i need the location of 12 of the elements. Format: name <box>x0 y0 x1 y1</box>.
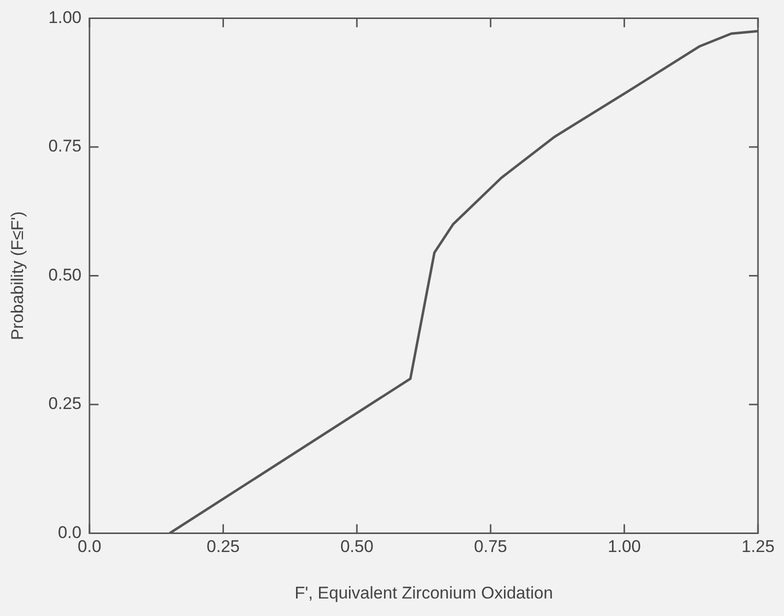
x-tick-label: 0.25 <box>206 537 240 556</box>
x-axis-title: F', Equivalent Zirconium Oxidation <box>294 583 553 602</box>
x-tick-label: 1.00 <box>608 537 641 556</box>
y-axis-title: Probability (F≤F') <box>8 211 27 340</box>
x-tick-label: 1.25 <box>741 537 775 556</box>
x-tick-label: 0.75 <box>474 537 508 556</box>
y-tick-label: 0.50 <box>48 265 82 284</box>
x-tick-label: 0.50 <box>340 537 374 556</box>
y-tick-label: 1.00 <box>48 8 82 27</box>
x-tick-label: 0.0 <box>78 537 102 556</box>
y-tick-label: 0.25 <box>48 394 82 414</box>
y-tick-label: 0.75 <box>48 136 82 156</box>
